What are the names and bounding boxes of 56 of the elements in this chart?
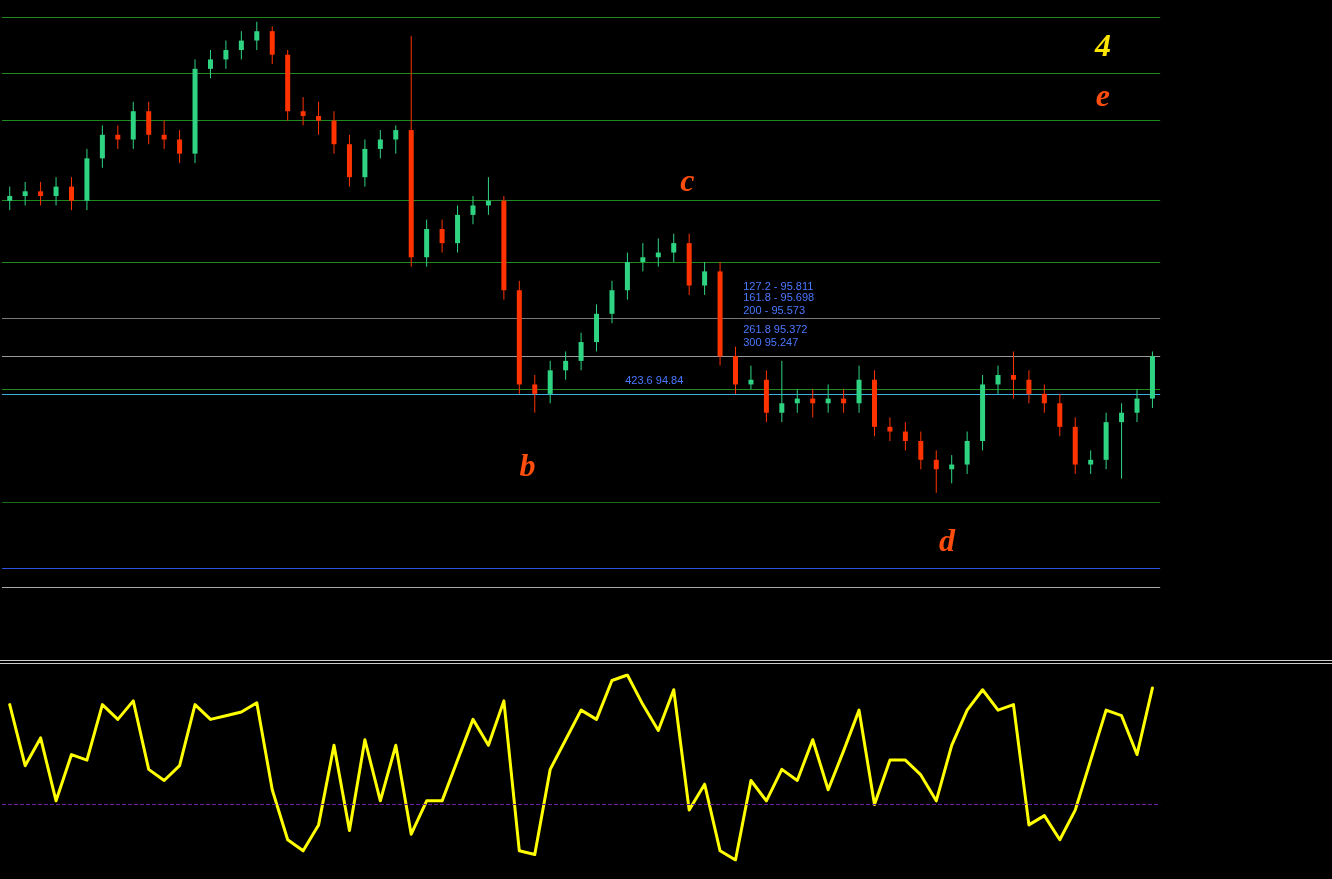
candlestick: [933, 449, 939, 494]
annotation: 300 95.247: [743, 335, 799, 348]
annotation: c: [680, 162, 695, 199]
candlestick: [115, 124, 121, 150]
candlestick: [1088, 449, 1094, 475]
annotation: 127.2 - 95.811: [743, 279, 814, 292]
candlestick: [393, 124, 399, 155]
candlestick: [1010, 350, 1016, 400]
candlestick: [146, 101, 152, 145]
candlestick: [887, 416, 893, 442]
candlestick: [439, 219, 445, 254]
candlestick: [161, 120, 167, 150]
candlestick: [563, 350, 569, 381]
annotation: 4: [1093, 26, 1111, 63]
candlestick: [38, 181, 44, 206]
candlestick: [316, 101, 322, 136]
candlestick: [254, 21, 260, 51]
candlestick: [1057, 393, 1063, 437]
candlestick: [578, 332, 584, 371]
candlestick: [207, 49, 213, 79]
candlestick: [1041, 383, 1047, 414]
candlestick: [68, 176, 74, 211]
candlestick: [177, 129, 183, 164]
candlestick: [269, 25, 275, 65]
annotation: 261.8 95.372: [743, 322, 808, 335]
candlestick: [609, 280, 615, 324]
candlestick: [856, 365, 862, 414]
candlestick: [1134, 388, 1140, 423]
candlestick: [99, 124, 105, 169]
candlestick: [300, 96, 306, 126]
candlestick: [238, 30, 244, 60]
candlestick: [223, 40, 229, 70]
candlestick: [377, 129, 383, 159]
candlestick: [331, 110, 337, 155]
candlestick: [995, 365, 1001, 395]
candlestick: [470, 195, 476, 225]
candlestick: [671, 233, 677, 263]
candlestick: [53, 176, 59, 206]
annotation: 161.8 - 95.698: [743, 291, 815, 303]
candlestick: [702, 261, 708, 296]
candlestick: [1026, 369, 1032, 404]
candlestick: [902, 421, 908, 451]
text: d: [939, 521, 957, 558]
candlestick: [532, 374, 538, 414]
candlestick: [964, 431, 970, 475]
candlestick: [7, 186, 13, 211]
candlestick: [547, 360, 553, 404]
annotation: 423.6 94.84: [625, 374, 684, 387]
annotation: e: [1095, 77, 1110, 114]
annotation: b: [519, 447, 536, 484]
annotation: 200 - 95.573: [743, 304, 806, 317]
candlestick: [640, 242, 646, 272]
candlestick: [1119, 402, 1125, 480]
candlestick: [918, 431, 924, 470]
candlestick: [779, 360, 785, 423]
candlestick: [22, 181, 28, 206]
